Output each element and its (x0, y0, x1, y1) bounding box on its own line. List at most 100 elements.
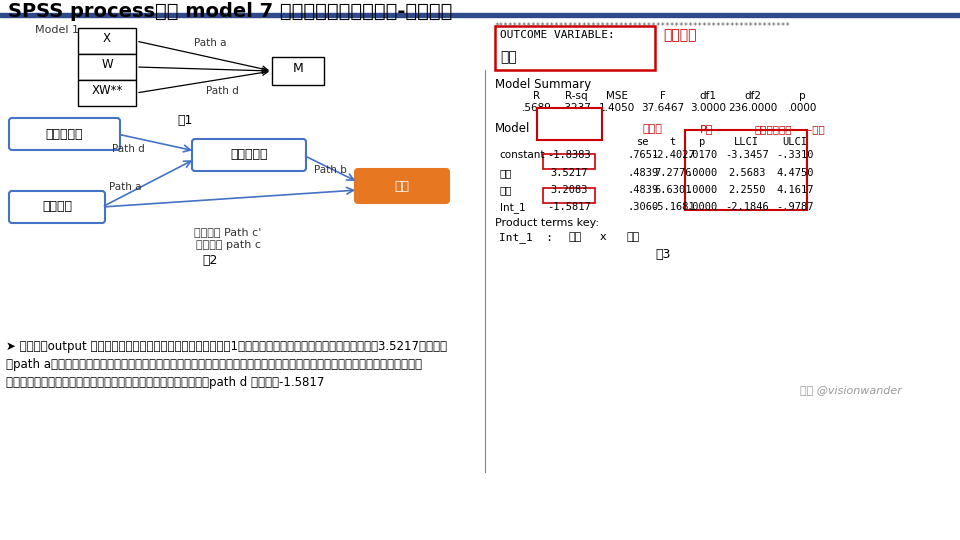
FancyBboxPatch shape (537, 108, 602, 140)
Text: .4839: .4839 (627, 185, 659, 195)
Text: Path a: Path a (194, 38, 227, 48)
Text: -.9787: -.9787 (776, 202, 813, 212)
Text: 1.4050: 1.4050 (599, 103, 635, 113)
Text: 图1: 图1 (178, 114, 193, 127)
Text: .5689: .5689 (522, 103, 552, 113)
Text: M: M (293, 63, 303, 76)
Text: 236.0000: 236.0000 (729, 103, 778, 113)
Text: 信息介入度: 信息介入度 (230, 148, 268, 161)
Text: coeff: coeff (555, 128, 584, 138)
Text: OUTCOME VARIABLE:: OUTCOME VARIABLE: (500, 30, 614, 40)
FancyBboxPatch shape (355, 169, 449, 203)
Text: 4.1617: 4.1617 (776, 185, 813, 195)
Text: SPSS process插件 model 7 有调节的中介效应模型-结果解读: SPSS process插件 model 7 有调节的中介效应模型-结果解读 (8, 2, 452, 21)
Text: ➤ 我们来看output 中的第一个模型结果，该模型的可视化如上图1，如图可知，信息质量对介入度影响的斜率为3.5217，显著，: ➤ 我们来看output 中的第一个模型结果，该模型的可视化如上图1，如图可知，… (6, 340, 447, 353)
FancyBboxPatch shape (78, 54, 136, 80)
Text: 标准误: 标准误 (643, 124, 662, 134)
Text: .3060: .3060 (627, 202, 659, 212)
Text: R-sq: R-sq (565, 91, 588, 101)
Text: P值: P值 (700, 124, 713, 134)
Text: 回归系数: 回归系数 (558, 110, 581, 120)
Text: （斜率）: （斜率） (558, 120, 581, 130)
Text: Path a: Path a (108, 182, 141, 192)
Text: constant: constant (500, 150, 545, 160)
Text: 3.0000: 3.0000 (690, 103, 726, 113)
Text: 6.6301: 6.6301 (654, 185, 691, 195)
Text: F: F (660, 91, 665, 101)
Text: x: x (599, 232, 606, 242)
Text: df2: df2 (744, 91, 761, 101)
Text: ****************************************************************: ****************************************… (494, 22, 791, 31)
Text: -3.3457: -3.3457 (725, 150, 769, 160)
Text: 间接效应 path c: 间接效应 path c (196, 240, 260, 250)
Text: 37.6467: 37.6467 (641, 103, 684, 113)
Text: Int_1  :: Int_1 : (499, 232, 553, 243)
Text: 信源可信度: 信源可信度 (46, 127, 84, 140)
FancyBboxPatch shape (9, 118, 120, 150)
Text: 直接效应 Path c': 直接效应 Path c' (194, 227, 262, 237)
Text: .7651: .7651 (627, 150, 659, 160)
Text: 质量: 质量 (500, 168, 513, 178)
Text: XW**: XW** (91, 84, 123, 97)
Text: .0170: .0170 (686, 150, 717, 160)
Text: se: se (636, 137, 649, 147)
Text: .0000: .0000 (788, 103, 818, 113)
Text: 7.2776: 7.2776 (654, 168, 691, 178)
Text: .4839: .4839 (627, 168, 659, 178)
Text: Path b: Path b (314, 165, 347, 175)
Text: t: t (670, 137, 676, 147)
Text: 信源: 信源 (500, 185, 513, 195)
Text: W: W (101, 57, 113, 71)
Text: 3.5217: 3.5217 (550, 168, 588, 178)
Text: Model 1: Model 1 (35, 25, 79, 35)
Text: 即path a；且信息质量对介入度影响关系的本身的斜率在信源可信度不同水平上有变化（显著），由于调节是没有方向的，所以也: 即path a；且信息质量对介入度影响关系的本身的斜率在信源可信度不同水平上有变… (6, 358, 422, 371)
Text: -.3310: -.3310 (776, 150, 813, 160)
Text: .3237: .3237 (562, 103, 591, 113)
Text: p: p (699, 137, 705, 147)
FancyBboxPatch shape (192, 139, 306, 171)
Text: Path d: Path d (205, 86, 238, 96)
Text: 知乎 @visionwander: 知乎 @visionwander (800, 385, 901, 395)
Text: 介入: 介入 (500, 50, 516, 64)
FancyBboxPatch shape (684, 130, 806, 210)
FancyBboxPatch shape (78, 80, 136, 106)
Text: 4.4750: 4.4750 (776, 168, 813, 178)
Text: 信息质量: 信息质量 (42, 200, 72, 213)
Text: .0000: .0000 (686, 185, 717, 195)
Text: 结果变量: 结果变量 (662, 28, 696, 42)
Text: 置信区间下限——上限: 置信区间下限——上限 (755, 124, 826, 134)
Text: 可以说信源可信度对信息介入度的影响因信息质量的不同而不同，path d 的斜率为-1.5817: 可以说信源可信度对信息介入度的影响因信息质量的不同而不同，path d 的斜率为… (6, 376, 324, 389)
Text: .0000: .0000 (686, 202, 717, 212)
Text: df1: df1 (699, 91, 716, 101)
Text: 2.5683: 2.5683 (728, 168, 765, 178)
Text: -1.8383: -1.8383 (547, 150, 590, 160)
Text: 图3: 图3 (655, 248, 670, 261)
Text: -2.1846: -2.1846 (725, 202, 769, 212)
FancyBboxPatch shape (78, 28, 136, 54)
Text: -5.1681: -5.1681 (651, 202, 695, 212)
Text: 信源: 信源 (626, 232, 639, 242)
Text: 图2: 图2 (203, 254, 218, 267)
Text: Model Summary: Model Summary (494, 78, 591, 91)
Text: Path d: Path d (111, 144, 144, 154)
Text: 验证: 验证 (395, 179, 410, 192)
Text: Int_1: Int_1 (500, 202, 525, 213)
Text: 3.2083: 3.2083 (550, 185, 588, 195)
Text: 质量: 质量 (568, 232, 582, 242)
Text: R: R (533, 91, 540, 101)
Text: .0000: .0000 (686, 168, 717, 178)
FancyBboxPatch shape (542, 188, 595, 203)
Text: Model: Model (494, 122, 530, 135)
Text: -1.5817: -1.5817 (547, 202, 590, 212)
Text: MSE: MSE (606, 91, 628, 101)
FancyBboxPatch shape (494, 26, 655, 70)
Text: LLCI: LLCI (734, 137, 759, 147)
Bar (0, 13, 960, 17)
Text: -2.4027: -2.4027 (651, 150, 695, 160)
Text: ULCI: ULCI (782, 137, 807, 147)
FancyBboxPatch shape (542, 154, 595, 169)
Text: Product terms key:: Product terms key: (494, 218, 599, 228)
FancyBboxPatch shape (272, 57, 324, 85)
FancyBboxPatch shape (9, 191, 105, 223)
Text: 2.2550: 2.2550 (728, 185, 765, 195)
